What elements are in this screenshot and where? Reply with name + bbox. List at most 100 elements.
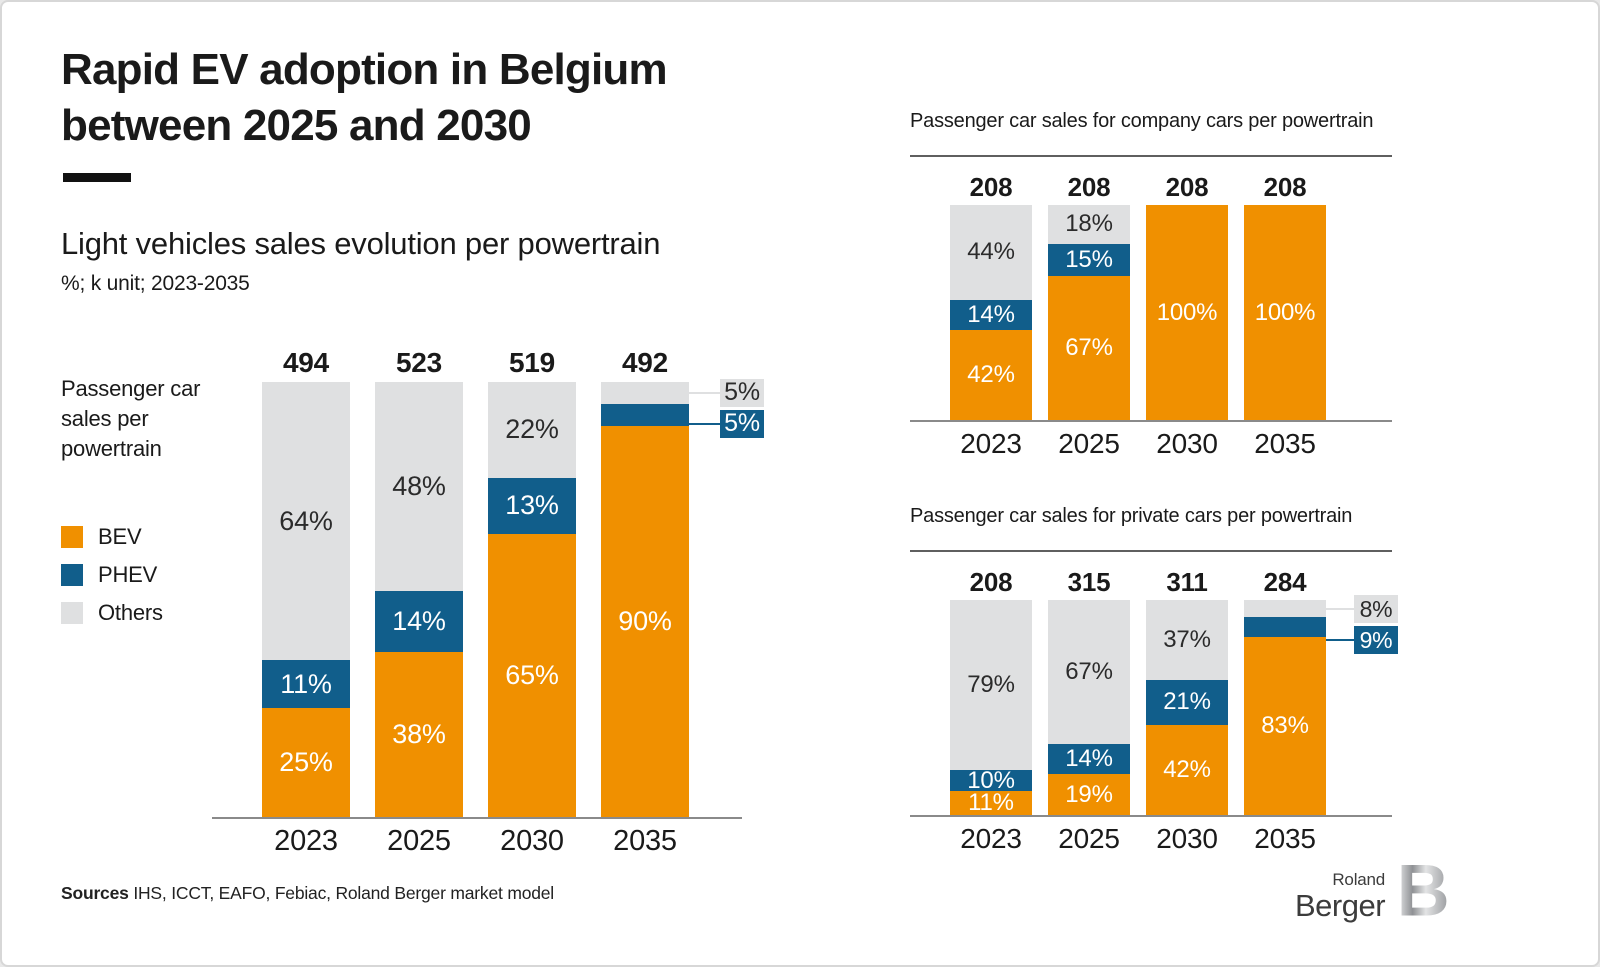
logo-berger: Berger	[1295, 888, 1386, 923]
bar-total-label: 523	[395, 347, 443, 378]
svg-text:B: B	[1397, 855, 1450, 921]
bar-segment-phev: 21%	[1146, 679, 1228, 725]
x-axis-tick-label: 2025	[1058, 428, 1120, 459]
legend: BEV PHEV Others	[61, 524, 163, 638]
unit-note: %; k unit; 2023-2035	[61, 272, 250, 295]
x-axis-tick-label: 2035	[1254, 823, 1316, 854]
bar-total-label: 311	[1166, 567, 1208, 597]
callout-connector-line	[689, 422, 720, 425]
page-title-line1: Rapid EV adoption in Belgium	[61, 45, 668, 94]
chart-passenger-car-sales: 494 2023 25% 11% 64% 523 2025 38% 14% 48% 519 2030 6…	[212, 347, 782, 877]
bar-total-label: 208	[1067, 172, 1111, 202]
bar-total-label: 208	[1165, 172, 1209, 202]
bar-segment-bev: 38%	[375, 651, 463, 817]
callout-label-others: 5%	[720, 378, 764, 407]
bar-total-label: 492	[621, 347, 669, 378]
x-axis-tick-label: 2025	[387, 825, 451, 857]
legend-item-bev: BEV	[61, 524, 163, 550]
bar-segment-others: 79%	[950, 600, 1032, 770]
bar-segment-phev: 14%	[950, 299, 1032, 330]
x-axis-tick-label: 2025	[1058, 823, 1120, 854]
bar-segment-others: 37%	[1146, 600, 1228, 680]
bar-segment-others: 44%	[950, 205, 1032, 300]
bar-segment-phev	[601, 403, 689, 426]
sources-label: Sources	[61, 883, 129, 903]
page-title: Rapid EV adoption in Belgium between 202…	[61, 42, 668, 154]
title-dash	[63, 173, 131, 182]
legend-label-others: Others	[98, 600, 163, 625]
callout-label-phev: 5%	[720, 409, 764, 438]
bar-segment-bev: 65%	[488, 534, 576, 817]
company-chart-title: Passenger car sales for company cars per…	[910, 110, 1374, 132]
bar-segment-others: 48%	[375, 382, 463, 591]
bar-segment-bev: 25%	[262, 708, 350, 817]
chart-canvas-total: 494 2023 25% 11% 64% 523 2025 38% 14% 48% 519 2030 6…	[212, 347, 782, 877]
bar-total-label: 494	[282, 347, 330, 378]
private-chart-title: Passenger car sales for private cars per…	[910, 505, 1353, 527]
bar-segment-others: 22%	[488, 382, 576, 478]
callout-connector-line	[1326, 639, 1354, 641]
sources-note: Sources IHS, ICCT, EAFO, Febiac, Roland …	[61, 883, 554, 904]
bar-segment-bev: 67%	[1048, 275, 1130, 420]
bar-segment-phev	[1244, 617, 1326, 637]
x-axis-tick-label: 2030	[500, 825, 564, 857]
legend-item-others: Others	[61, 600, 163, 626]
bar-segment-bev: 11%	[950, 789, 1032, 816]
logo-b-icon: B	[1397, 855, 1450, 921]
bar-segment-bev: 83%	[1244, 636, 1326, 815]
legend-label-phev: PHEV	[98, 562, 158, 587]
bar-segment-bev: 42%	[1146, 724, 1228, 815]
bar-segment-others	[601, 382, 689, 404]
bar-segment-bev: 19%	[1048, 774, 1130, 815]
x-axis-line	[910, 420, 1392, 422]
roland-berger-logo: Roland Berger B	[1295, 855, 1453, 921]
chart-canvas-private: 208 2023 11% 10% 79% 315 2025 19% 14% 67% 311 2030 4…	[902, 567, 1462, 867]
legend-label-bev: BEV	[98, 524, 142, 549]
bar-total-label: 208	[1263, 172, 1307, 202]
bar-segment-others: 64%	[262, 382, 350, 661]
bar-segment-phev: 11%	[262, 660, 350, 709]
bar-total-label: 315	[1067, 567, 1111, 597]
callout-connector-line	[689, 391, 720, 394]
bar-total-label: 208	[969, 172, 1013, 202]
left-chart-label: Passenger car sales per powertrain	[61, 376, 201, 461]
logo-text: Roland Berger	[1295, 870, 1386, 923]
bar-segment-phev: 14%	[375, 590, 463, 652]
bar-total-label: 208	[969, 567, 1013, 597]
bar-segment-others: 18%	[1048, 205, 1130, 244]
bar-segment-others	[1244, 600, 1326, 618]
others-swatch-icon	[61, 602, 83, 624]
bar-segment-phev: 15%	[1048, 243, 1130, 276]
logo-roland: Roland	[1332, 870, 1386, 889]
x-axis-tick-label: 2030	[1156, 823, 1218, 854]
x-axis-tick-label: 2023	[960, 823, 1022, 854]
chart-subtitle: Light vehicles sales evolution per power…	[61, 226, 661, 261]
legend-item-phev: PHEV	[61, 562, 163, 588]
bar-segment-phev: 14%	[1048, 744, 1130, 775]
phev-swatch-icon	[61, 564, 83, 586]
company-chart-rule	[910, 155, 1392, 157]
x-axis-tick-label: 2023	[960, 428, 1022, 459]
callout-connector-line	[1326, 608, 1354, 610]
x-axis-tick-label: 2023	[274, 825, 338, 857]
chart-company-cars: Passenger car sales for company cars per…	[902, 110, 1462, 480]
bar-segment-others: 67%	[1048, 600, 1130, 745]
bar-segment-phev: 10%	[950, 767, 1032, 794]
callout-label-others: 8%	[1354, 595, 1398, 623]
x-axis-tick-label: 2035	[1254, 428, 1316, 459]
x-axis-line	[910, 815, 1392, 817]
bar-segment-bev: 90%	[601, 425, 689, 817]
bar-segment-bev: 100%	[1146, 205, 1228, 420]
bar-segment-bev: 100%	[1244, 205, 1326, 420]
page-title-line2: between 2025 and 2030	[61, 100, 532, 150]
x-axis-tick-label: 2030	[1156, 428, 1218, 459]
bar-total-label: 284	[1263, 567, 1307, 597]
bev-swatch-icon	[61, 526, 83, 548]
bar-segment-bev: 42%	[950, 329, 1032, 420]
bar-segment-phev: 13%	[488, 477, 576, 535]
sources-text: IHS, ICCT, EAFO, Febiac, Roland Berger m…	[128, 883, 554, 903]
chart-private-cars: Passenger car sales for private cars per…	[902, 505, 1462, 875]
bar-total-label: 519	[508, 347, 556, 378]
chart-canvas-company: 208 2023 42% 14% 44% 208 2025 67% 15% 18% 208 2030 1…	[902, 172, 1462, 472]
